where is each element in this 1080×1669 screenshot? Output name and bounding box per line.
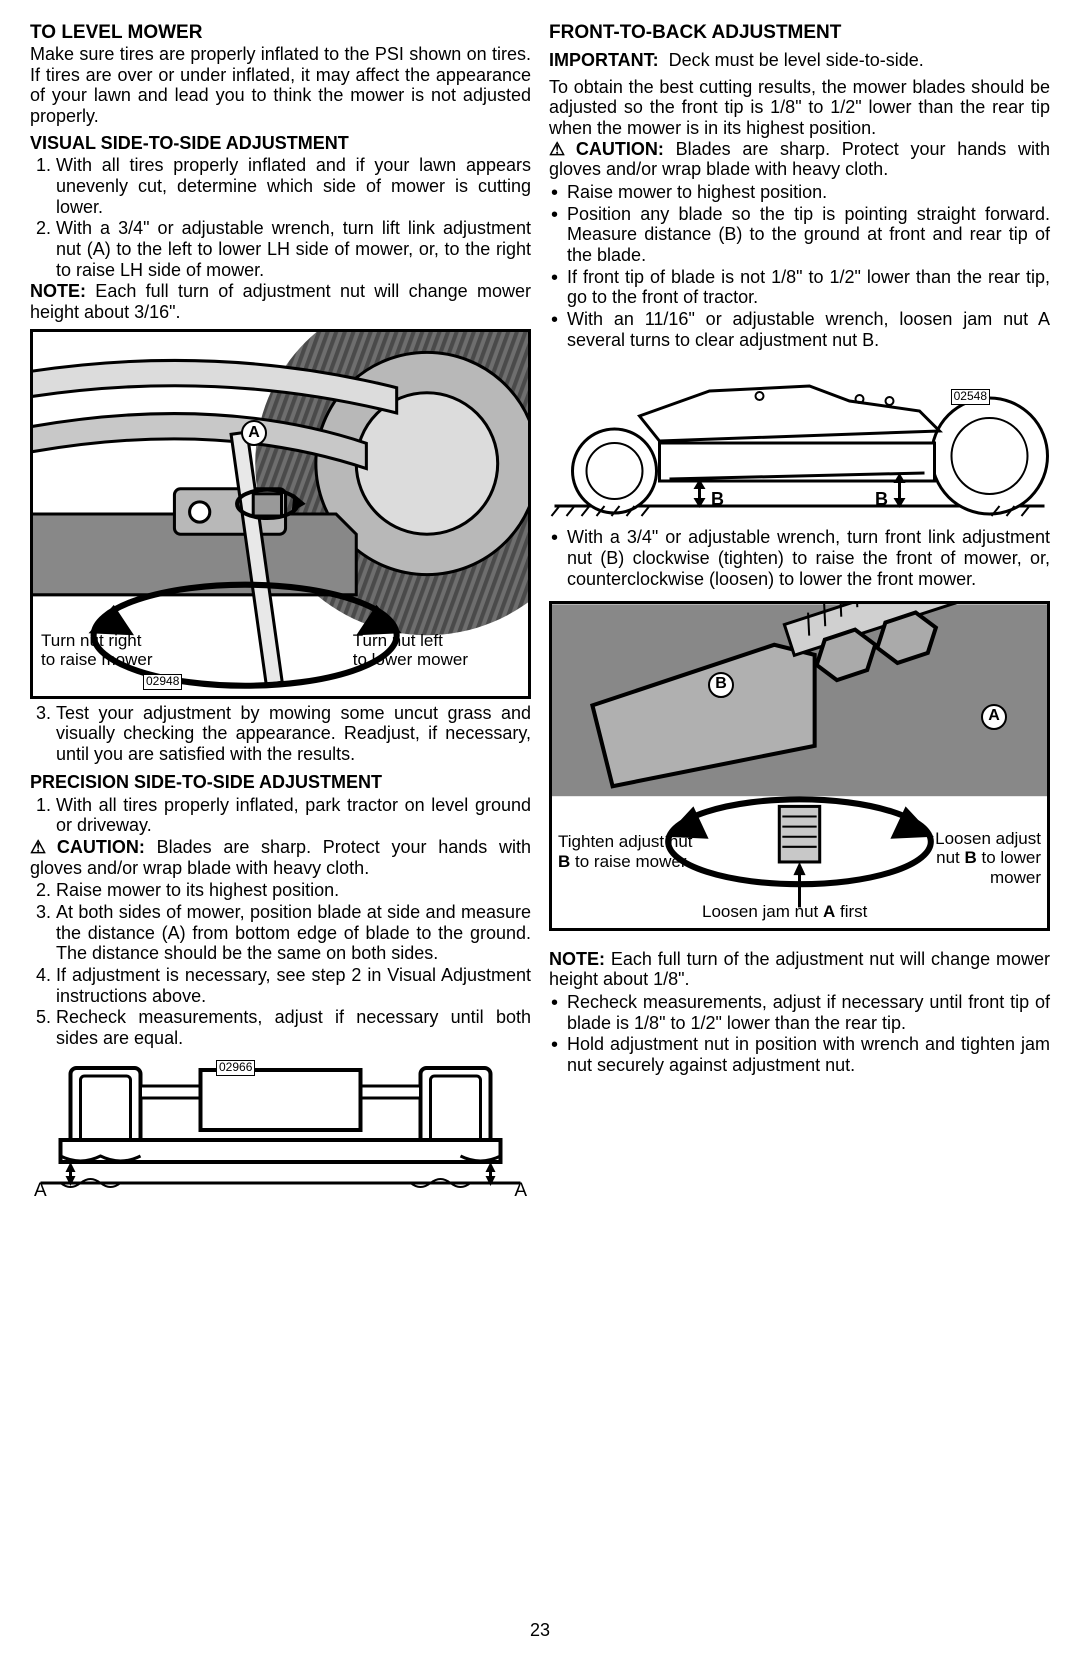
- important: IMPORTANT: Deck must be level side-to-si…: [549, 50, 1050, 71]
- label-b-rear: B: [875, 489, 888, 510]
- bullets-f2b-1: Raise mower to highest position. Positio…: [549, 182, 1050, 352]
- fig2-label-right: Loosen adjust nut B to lower mower: [901, 829, 1041, 888]
- bullets-f2b-3: Recheck measurements, adjust if necessar…: [549, 992, 1050, 1077]
- left-column: TO LEVEL MOWER Make sure tires are prope…: [30, 20, 531, 1610]
- figure-id: 02966: [216, 1060, 255, 1076]
- list-item: Position any blade so the tip is pointin…: [549, 204, 1050, 266]
- list-item: Recheck measurements, adjust if necessar…: [56, 1007, 531, 1048]
- right-column: FRONT-TO-BACK ADJUSTMENT IMPORTANT: Deck…: [549, 20, 1050, 1610]
- list-item: Raise mower to its highest position.: [56, 880, 531, 901]
- list-item: Test your adjustment by mowing some uncu…: [56, 703, 531, 765]
- figure-adjust-nut: B A Tighten adjust nut B to raise mower …: [549, 601, 1050, 931]
- callout-a: A: [241, 420, 267, 446]
- heading-f2b: FRONT-TO-BACK ADJUSTMENT: [549, 22, 1050, 44]
- note-text: Each full turn of adjustment nut will ch…: [30, 281, 531, 322]
- fig2-label-left: Tighten adjust nut B to raise mower: [558, 832, 718, 871]
- important-label: IMPORTANT:: [549, 50, 659, 70]
- label-a-right: A: [514, 1180, 527, 1202]
- figure-id: 02948: [143, 674, 182, 690]
- caution-label: CAUTION:: [549, 139, 664, 159]
- list-item: If front tip of blade is not 1/8" to 1/2…: [549, 267, 1050, 308]
- manual-page: TO LEVEL MOWER Make sure tires are prope…: [0, 0, 1080, 1620]
- caution-label: CAUTION:: [30, 837, 145, 857]
- figure-sideview-svg: [549, 361, 1050, 521]
- list-precision-b: Raise mower to its highest position. At …: [30, 880, 531, 1050]
- caution-precision: CAUTION: Blades are sharp. Protect your …: [30, 837, 531, 878]
- note-text: Each full turn of the adjustment nut wil…: [549, 949, 1050, 990]
- list-item: With all tires properly inflated and if …: [56, 155, 531, 217]
- note-s2s: NOTE: Each full turn of adjustment nut w…: [30, 281, 531, 322]
- figure-topdown-svg: [30, 1058, 531, 1198]
- list-visual-s2s-cont: Test your adjustment by mowing some uncu…: [30, 703, 531, 766]
- caution-f2b: CAUTION: Blades are sharp. Protect your …: [549, 139, 1050, 180]
- para-f2b: To obtain the best cutting results, the …: [549, 77, 1050, 139]
- list-item: With all tires properly inflated, park t…: [56, 795, 531, 836]
- bullets-f2b-2: With a 3/4" or adjustable wrench, turn f…: [549, 527, 1050, 590]
- fig1-label-right: Turn nut left to lower mower: [353, 631, 468, 670]
- callout-a: A: [981, 704, 1007, 730]
- note-label: NOTE:: [549, 949, 605, 969]
- callout-b: B: [708, 672, 734, 698]
- sub-precision-s2s: PRECISION SIDE-TO-SIDE ADJUSTMENT: [30, 772, 531, 793]
- note-f2b: NOTE: Each full turn of the adjustment n…: [549, 949, 1050, 990]
- list-visual-s2s: With all tires properly inflated and if …: [30, 155, 531, 281]
- list-item: Hold adjustment nut in position with wre…: [549, 1034, 1050, 1075]
- label-a-left: A: [34, 1180, 47, 1202]
- page-number: 23: [0, 1620, 1080, 1641]
- fig2-label-bottom: Loosen jam nut A first: [702, 902, 867, 922]
- list-item: If adjustment is necessary, see step 2 i…: [56, 965, 531, 1006]
- para-psi: Make sure tires are properly inflated to…: [30, 44, 531, 127]
- list-item: With a 3/4" or adjustable wrench, turn f…: [549, 527, 1050, 589]
- figure-sideview: B B 02548: [549, 361, 1050, 521]
- note-label: NOTE:: [30, 281, 86, 301]
- fig1-label-left: Turn nut right to raise mower: [41, 631, 152, 670]
- list-item: At both sides of mower, position blade a…: [56, 902, 531, 964]
- important-text: Deck must be level side-to-side.: [669, 50, 924, 70]
- label-b-front: B: [711, 489, 724, 510]
- list-precision-a: With all tires properly inflated, park t…: [30, 795, 531, 837]
- figure-id: 02548: [951, 389, 990, 405]
- figure-turn-nut: A Turn nut right to raise mower Turn nut…: [30, 329, 531, 699]
- figure-topdown: 02966 A A: [30, 1058, 531, 1198]
- list-item: With a 3/4" or adjustable wrench, turn l…: [56, 218, 531, 280]
- list-item: With an 11/16" or adjustable wrench, loo…: [549, 309, 1050, 350]
- list-item: Recheck measurements, adjust if necessar…: [549, 992, 1050, 1033]
- heading-level-mower: TO LEVEL MOWER: [30, 22, 531, 44]
- list-item: Raise mower to highest position.: [549, 182, 1050, 203]
- sub-visual-s2s: VISUAL SIDE-TO-SIDE ADJUSTMENT: [30, 133, 531, 154]
